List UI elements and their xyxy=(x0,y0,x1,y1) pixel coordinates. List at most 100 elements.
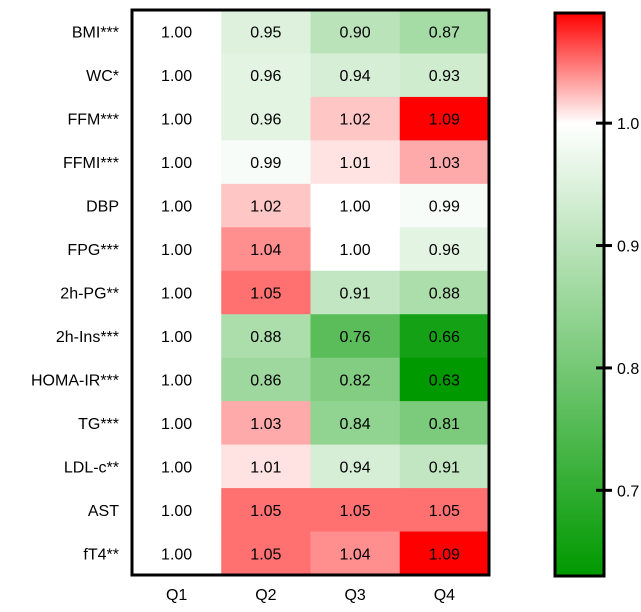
cell-value-label: 0.93 xyxy=(429,68,460,85)
cell-value-label: 1.05 xyxy=(250,503,281,520)
heatmap-cell xyxy=(399,444,490,489)
cell-value-label: 0.95 xyxy=(250,25,281,42)
cell-value-label: 1.00 xyxy=(161,329,192,346)
cell-value-label: 0.96 xyxy=(250,68,281,85)
heatmap-cell xyxy=(132,227,222,272)
colorbar-tick-label: 0.8 xyxy=(617,361,639,378)
heatmap-cell xyxy=(221,140,311,185)
row-label: DBP xyxy=(86,199,119,216)
cell-value-label: 0.94 xyxy=(340,459,371,476)
row-label: BMI*** xyxy=(72,25,119,42)
heatmap-cell xyxy=(310,140,401,185)
cell-value-label: 0.76 xyxy=(340,329,371,346)
cell-value-label: 1.01 xyxy=(340,155,371,172)
row-label: FFM*** xyxy=(67,112,119,129)
heatmap-cell xyxy=(221,531,311,576)
cell-value-label: 0.99 xyxy=(429,199,460,216)
column-label: Q1 xyxy=(166,587,187,604)
row-label: 2h-Ins*** xyxy=(56,329,119,346)
heatmap-cell xyxy=(399,53,490,98)
heatmap-cell xyxy=(310,227,401,272)
cell-value-label: 1.00 xyxy=(161,242,192,259)
cell-value-label: 0.96 xyxy=(429,242,460,259)
colorbar-tick-label: 1.0 xyxy=(617,116,639,133)
heatmap-cell xyxy=(221,183,311,228)
cell-value-label: 1.02 xyxy=(340,112,371,129)
heatmap-cell xyxy=(399,96,490,141)
cell-value-label: 0.88 xyxy=(429,286,460,303)
cell-value-label: 1.00 xyxy=(161,25,192,42)
heatmap-cell xyxy=(399,357,490,402)
heatmap-cell xyxy=(310,183,401,228)
cell-value-label: 1.09 xyxy=(429,546,460,563)
cell-value-label: 0.99 xyxy=(250,155,281,172)
heatmap-cell xyxy=(399,401,490,446)
cell-value-label: 1.00 xyxy=(161,503,192,520)
cell-value-label: 1.04 xyxy=(250,242,281,259)
heatmap-cell xyxy=(221,10,311,54)
column-label: Q4 xyxy=(434,587,455,604)
heatmap-cell xyxy=(221,357,311,402)
cell-value-label: 1.00 xyxy=(161,459,192,476)
heatmap-cell xyxy=(310,270,401,315)
heatmap-cell xyxy=(310,531,401,576)
cell-value-label: 1.09 xyxy=(429,112,460,129)
row-label: 2h-PG** xyxy=(60,286,119,303)
cell-value-label: 0.81 xyxy=(429,416,460,433)
cell-value-label: 1.00 xyxy=(161,286,192,303)
heatmap-cell xyxy=(132,183,222,228)
heatmap-cell xyxy=(132,531,222,576)
heatmap-cell xyxy=(310,488,401,533)
heatmap-cell xyxy=(221,314,311,359)
cell-value-label: 0.66 xyxy=(429,329,460,346)
cell-value-label: 0.87 xyxy=(429,25,460,42)
heatmap-cell xyxy=(399,183,490,228)
heatmap-cell xyxy=(221,227,311,272)
cell-value-label: 0.88 xyxy=(250,329,281,346)
row-label: LDL-c** xyxy=(64,459,119,476)
heatmap-cell xyxy=(132,270,222,315)
heatmap-cell xyxy=(132,140,222,185)
heatmap-cell xyxy=(399,227,490,272)
cell-value-label: 0.90 xyxy=(340,25,371,42)
heatmap-cell xyxy=(132,444,222,489)
heatmap-cell xyxy=(221,401,311,446)
heatmap-cell xyxy=(221,444,311,489)
row-label: TG*** xyxy=(78,416,119,433)
colorbar-tick-label: 0.9 xyxy=(617,239,639,256)
cell-value-label: 1.03 xyxy=(250,416,281,433)
heatmap-cell xyxy=(221,53,311,98)
heatmap-cell xyxy=(310,314,401,359)
heatmap-cell xyxy=(399,531,490,576)
cell-value-label: 1.04 xyxy=(340,546,371,563)
heatmap-cell xyxy=(221,96,311,141)
heatmap-cell xyxy=(132,401,222,446)
heatmap-cell xyxy=(132,314,222,359)
cell-value-label: 0.63 xyxy=(429,372,460,389)
heatmap-cell xyxy=(399,314,490,359)
cell-value-label: 1.00 xyxy=(161,416,192,433)
row-label: HOMA-IR*** xyxy=(31,372,119,389)
column-label: Q3 xyxy=(344,587,365,604)
heatmap-cell xyxy=(310,401,401,446)
heatmap-cell xyxy=(132,96,222,141)
heatmap-cell xyxy=(132,488,222,533)
cell-value-label: 0.96 xyxy=(250,112,281,129)
row-label: WC* xyxy=(86,68,119,85)
row-label: FPG*** xyxy=(67,242,119,259)
cell-value-label: 1.00 xyxy=(161,199,192,216)
cell-value-label: 0.94 xyxy=(340,68,371,85)
cell-value-label: 0.91 xyxy=(340,286,371,303)
heatmap-frame xyxy=(130,8,491,577)
heatmap-cell xyxy=(399,140,490,185)
cell-value-label: 1.00 xyxy=(161,155,192,172)
heatmap-cell xyxy=(310,96,401,141)
cell-value-label: 1.00 xyxy=(161,372,192,389)
heatmap-cell xyxy=(310,444,401,489)
heatmap-cell xyxy=(399,270,490,315)
heatmap-cell xyxy=(221,270,311,315)
heatmap-cell xyxy=(399,488,490,533)
cell-value-label: 0.82 xyxy=(340,372,371,389)
